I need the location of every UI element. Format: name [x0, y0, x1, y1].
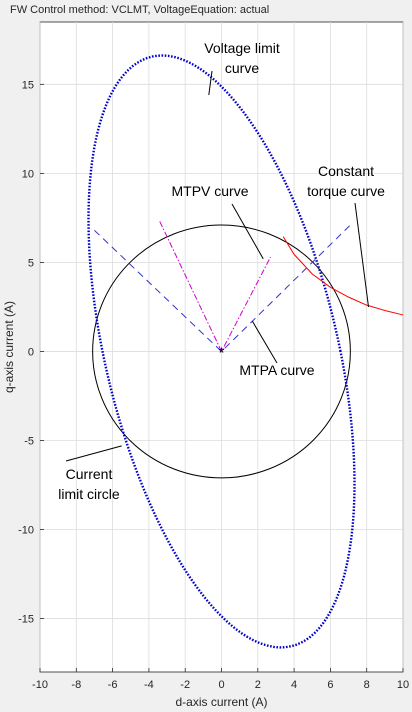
voltage-limit-annotation-label: Voltage limit curve [204, 40, 280, 76]
tick-labels: -10 -8 -6 -4 -2 0 2 4 6 8 10 -15 -10 -5 0 5 10 15 [18, 79, 409, 691]
x-tick-label: -2 [180, 679, 190, 691]
x-tick-label: -4 [144, 679, 154, 691]
y-tick-label: 10 [22, 168, 34, 180]
x-axis-label: d-axis current (A) [175, 695, 267, 709]
x-tick-label: 10 [397, 679, 409, 691]
y-tick-label: -5 [24, 435, 34, 447]
mtpv-annotation-line: MTPV curve [171, 183, 248, 199]
constant-torque-annotation-label: Constant torque curve [307, 163, 385, 199]
current-limit-annotation-label: Current limit circle [58, 466, 120, 502]
mtpv-annotation-leader [231, 203, 264, 260]
series-layer: * [87, 54, 404, 649]
chart-title: FW Control method: VCLMT, VoltageEquatio… [10, 4, 269, 16]
current-limit-circle [92, 224, 351, 479]
x-tick-label: -10 [32, 679, 48, 691]
x-tick-label: 6 [327, 679, 333, 691]
x-tick-label: 0 [218, 679, 224, 691]
voltage-limit-annotation-line: curve [225, 60, 259, 76]
voltage-limit-curve [87, 54, 356, 649]
current-limit-annotation-line: limit circle [58, 486, 120, 502]
y-tick-label: -10 [18, 525, 34, 537]
constant-torque-annotation-line: Constant [318, 163, 374, 179]
grid-lines [39, 22, 404, 672]
y-tick-label: 5 [28, 257, 34, 269]
annotation-layer: Voltage limit curve MTPV curve Constant torq… [58, 40, 385, 502]
mtpv-annotation-label: MTPV curve [171, 183, 248, 199]
x-tick-label: 4 [291, 679, 297, 691]
current-limit-annotation-leader [65, 445, 122, 462]
y-tick-label: 15 [22, 79, 34, 91]
y-tick-label: 0 [28, 346, 34, 358]
y-tick-label: -15 [18, 614, 34, 626]
y-axis-label: q-axis current (A) [2, 301, 16, 393]
x-tick-label: 2 [255, 679, 261, 691]
mtpa-annotation-label: MTPA curve [239, 362, 314, 378]
origin-marker: * [219, 344, 225, 361]
voltage-limit-annotation-leader [208, 70, 213, 96]
mtpa-annotation-leader [251, 320, 278, 364]
x-tick-label: -6 [108, 679, 118, 691]
constant-torque-annotation-line: torque curve [307, 183, 385, 199]
x-tick-label: -8 [71, 679, 81, 691]
constant-torque-curve [282, 236, 404, 316]
x-tick-label: 8 [364, 679, 370, 691]
constant-torque-annotation-leader [354, 202, 370, 307]
mtpv-curve [159, 221, 271, 353]
mtpa-annotation-line: MTPA curve [239, 362, 314, 378]
current-limit-annotation-line: Current [66, 466, 113, 482]
voltage-limit-annotation-line: Voltage limit [204, 40, 280, 56]
